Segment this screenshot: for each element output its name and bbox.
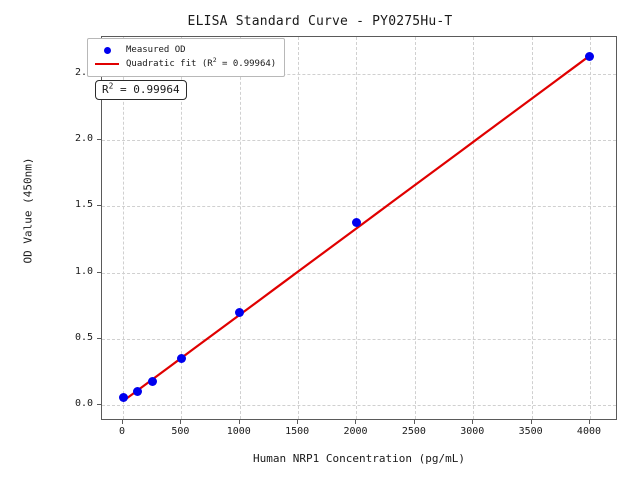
legend-label-measured-od: Measured OD xyxy=(126,45,186,55)
measured-od-points xyxy=(102,37,616,419)
x-tick-label: 1000 xyxy=(226,426,251,437)
chart-title: ELISA Standard Curve - PY0275Hu-T xyxy=(187,14,453,29)
y-tick-label: 2.5 xyxy=(74,67,93,79)
y-tick-mark xyxy=(97,139,101,141)
gridline-horizontal xyxy=(102,272,616,274)
gridline-vertical xyxy=(414,37,416,419)
data-point xyxy=(133,387,143,397)
gridline-vertical xyxy=(123,37,124,419)
x-tick-mark xyxy=(530,420,532,424)
y-tick-label: 2.0 xyxy=(74,133,93,145)
data-point xyxy=(147,376,157,386)
quadratic-fit-line xyxy=(122,54,591,403)
y-tick-mark xyxy=(97,337,101,339)
x-tick-label: 0 xyxy=(118,426,126,437)
data-point xyxy=(351,217,361,227)
x-tick-label: 1500 xyxy=(285,426,310,437)
x-tick-label: 3500 xyxy=(518,426,543,437)
y-axis-label: OD Value (450nm) xyxy=(21,157,35,264)
gridline-horizontal xyxy=(102,140,616,142)
legend-item-quadratic-fit: Quadratic fit (R2 = 0.99964) xyxy=(94,57,276,71)
gridline-horizontal xyxy=(102,206,616,208)
data-point xyxy=(176,354,186,364)
gridline-horizontal xyxy=(102,74,616,76)
gridline-vertical xyxy=(181,37,183,419)
x-tick-mark xyxy=(355,420,357,424)
y-tick-label: 1.0 xyxy=(74,265,93,277)
gridline-vertical xyxy=(531,37,533,419)
data-point xyxy=(585,52,595,62)
y-tick-mark xyxy=(97,205,101,207)
gridline-vertical xyxy=(298,37,300,419)
data-point xyxy=(235,307,245,317)
legend-dot-icon xyxy=(94,46,120,54)
legend-label-quadratic-fit: Quadratic fit (R2 = 0.99964) xyxy=(126,56,277,69)
gridline-vertical xyxy=(473,37,475,419)
x-tick-label: 4000 xyxy=(576,426,602,437)
x-axis-label: Human NRP1 Concentration (pg/mL) xyxy=(253,452,465,465)
legend-line-icon xyxy=(94,63,120,65)
grid-layer xyxy=(102,37,616,419)
x-tick-mark xyxy=(472,420,474,424)
x-tick-label: 2500 xyxy=(401,426,426,437)
gridline-vertical xyxy=(239,37,241,419)
x-tick-mark xyxy=(413,420,415,424)
y-tick-label: 0.0 xyxy=(74,398,93,410)
r2-annotation: R2 = 0.99964 xyxy=(95,80,187,100)
x-tick-label: 3000 xyxy=(460,426,485,437)
x-tick-mark xyxy=(297,420,299,424)
x-tick-mark xyxy=(180,420,182,424)
chart-legend: Measured OD Quadratic fit (R2 = 0.99964) xyxy=(87,38,286,77)
gridline-horizontal xyxy=(102,338,616,340)
y-tick-label: 1.5 xyxy=(74,199,93,211)
x-tick-mark xyxy=(238,420,240,424)
y-tick-mark xyxy=(97,271,101,273)
x-tick-mark xyxy=(122,420,123,424)
y-tick-mark xyxy=(97,404,101,406)
x-tick-mark xyxy=(588,420,590,424)
y-tick-label: 0.5 xyxy=(74,331,93,343)
plot-area xyxy=(101,36,617,420)
data-point xyxy=(118,392,128,402)
x-tick-label: 2000 xyxy=(343,426,368,437)
x-tick-label: 500 xyxy=(171,426,190,437)
legend-item-measured-od: Measured OD xyxy=(94,43,276,57)
gridline-vertical xyxy=(589,37,591,419)
gridline-horizontal xyxy=(102,405,616,407)
